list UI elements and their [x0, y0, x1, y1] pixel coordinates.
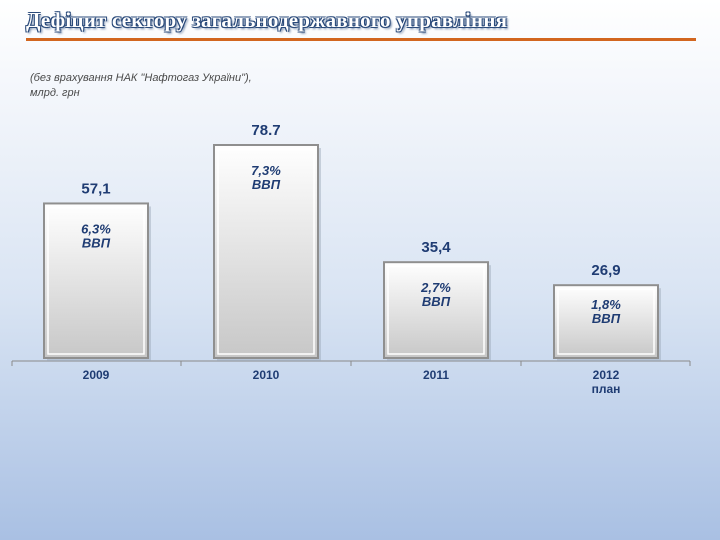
- bar-gdp-label: ВВП: [422, 294, 451, 309]
- bar-gdp-label: ВВП: [82, 235, 111, 250]
- bar-2012-план: [553, 284, 659, 359]
- bar-gdp-label: 1,8%: [591, 297, 621, 312]
- bar-bevel-2: [387, 265, 485, 355]
- page-title: Дефіцит сектору загальнодержавного управ…: [26, 8, 508, 32]
- bar-gdp-label: ВВП: [592, 311, 621, 326]
- subtitle-line-1: (без врахування НАК "Нафтогаз України"),: [30, 72, 252, 84]
- bar-value-label: 26,9: [591, 262, 620, 279]
- x-tick-label: 2011: [423, 368, 449, 382]
- bar-2011: [383, 261, 489, 359]
- x-tick-label: план: [592, 382, 621, 396]
- x-tick-label: 2010: [253, 368, 280, 382]
- x-tick-label: 2012: [593, 368, 620, 382]
- bar-gdp-label: ВВП: [252, 177, 281, 192]
- bar-value-label: 78.7: [251, 122, 280, 139]
- title-underline: [26, 38, 696, 41]
- bar-2010: [213, 144, 319, 359]
- chart-subtitle: (без врахування НАК "Нафтогаз України"),…: [30, 71, 310, 101]
- bar-2009: [43, 202, 149, 359]
- x-tick-label: 2009: [83, 368, 110, 382]
- bar-bevel-0: [47, 206, 145, 355]
- subtitle-line-2: млрд. грн: [30, 87, 80, 99]
- bar-value-label: 35,4: [421, 239, 451, 256]
- bar-bevel-1: [217, 148, 315, 355]
- bar-gdp-label: 6,3%: [81, 221, 111, 236]
- bar-bevel-3: [557, 288, 655, 355]
- bar-gdp-label: 7,3%: [251, 163, 281, 178]
- bar-value-label: 57,1: [81, 180, 110, 197]
- bar-gdp-label: 2,7%: [420, 280, 451, 295]
